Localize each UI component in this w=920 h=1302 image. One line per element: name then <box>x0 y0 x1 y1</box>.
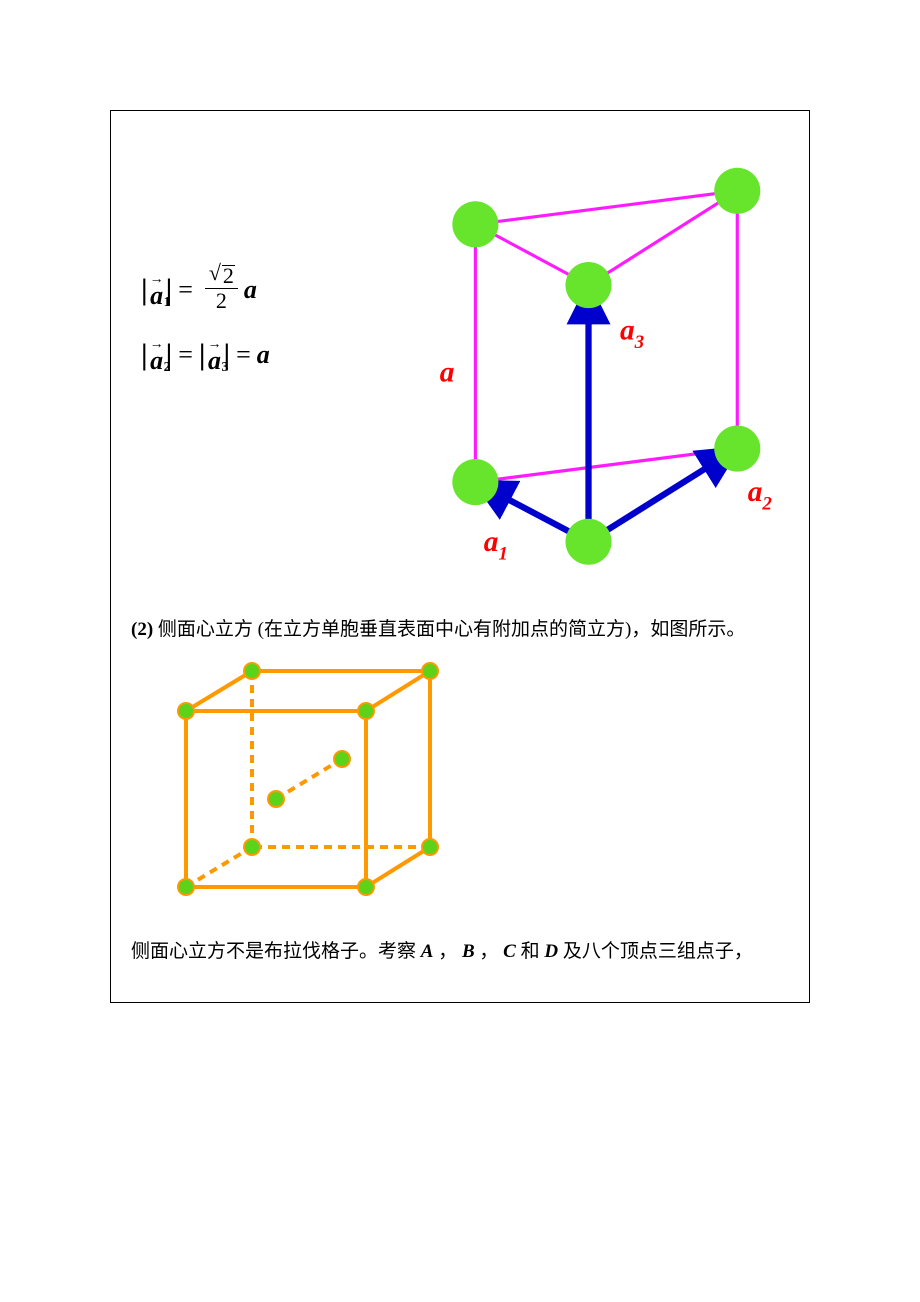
svg-text:a: a <box>748 476 763 508</box>
cap2-pre: 侧面心立方不是布拉伐格子。考察 <box>131 941 421 962</box>
caption-label: (2) <box>131 619 153 640</box>
cap2-c3: 和 <box>521 941 545 962</box>
prism-edges <box>475 191 737 542</box>
eq2-tail: a <box>257 330 270 379</box>
eq2-lsub: 2 <box>164 362 171 375</box>
svg-text:a: a <box>620 315 635 347</box>
caption-2-heading: (2) 侧面心立方 (在立方单胞垂直表面中心有附加点的简立方)，如图所示。 <box>131 616 789 645</box>
eq1-den: 2 <box>212 289 231 313</box>
svg-text:1: 1 <box>498 544 508 565</box>
cube-holder <box>146 651 789 926</box>
eq1-tail: a <box>244 265 257 314</box>
svg-text:a: a <box>440 356 455 388</box>
cube-edges-front <box>186 671 430 887</box>
cap2-c2: ， <box>479 941 498 962</box>
cap2-D: D <box>544 941 558 962</box>
cap2-post: 及八个顶点三组点子， <box>563 941 753 962</box>
caption-text-b: (在立方单胞垂直表面中心有附加点的简立方)，如图所示。 <box>258 619 746 640</box>
eq1-sqrt: 2 <box>209 264 234 288</box>
cap2-A: A <box>421 941 434 962</box>
cube-edges-back <box>186 671 430 887</box>
svg-text:3: 3 <box>634 332 645 353</box>
cap2-C: C <box>503 941 516 962</box>
svg-text:2: 2 <box>761 493 772 514</box>
cap2-B: B <box>462 941 475 962</box>
prism-diagram: aa1a2a3 <box>409 151 789 591</box>
eq2-rsub: 3 <box>222 362 229 375</box>
cube-diagram <box>146 651 466 921</box>
top-row: | → a1 | = 2 2 a | → a2 <box>131 151 789 591</box>
caption-bottom: 侧面心立方不是布拉伐格子。考察 A ， B ， C 和 D 及八个顶点三组点子， <box>131 938 789 967</box>
cap2-c1: ， <box>438 941 462 962</box>
prism-nodes <box>452 168 760 565</box>
caption-text-a: 侧面心立方 <box>153 619 258 640</box>
equation-1: | → a1 | = 2 2 a <box>141 261 270 318</box>
eq1-sub: 1 <box>164 297 171 310</box>
cube-nodes <box>178 663 438 895</box>
page-frame: | → a1 | = 2 2 a | → a2 <box>110 110 810 1003</box>
prism-vectors <box>481 291 732 541</box>
equations-block: | → a1 | = 2 2 a | → a2 <box>141 261 270 391</box>
equation-2: | → a2 | = | → a3 | = a <box>141 326 270 383</box>
svg-text:a: a <box>484 526 499 558</box>
